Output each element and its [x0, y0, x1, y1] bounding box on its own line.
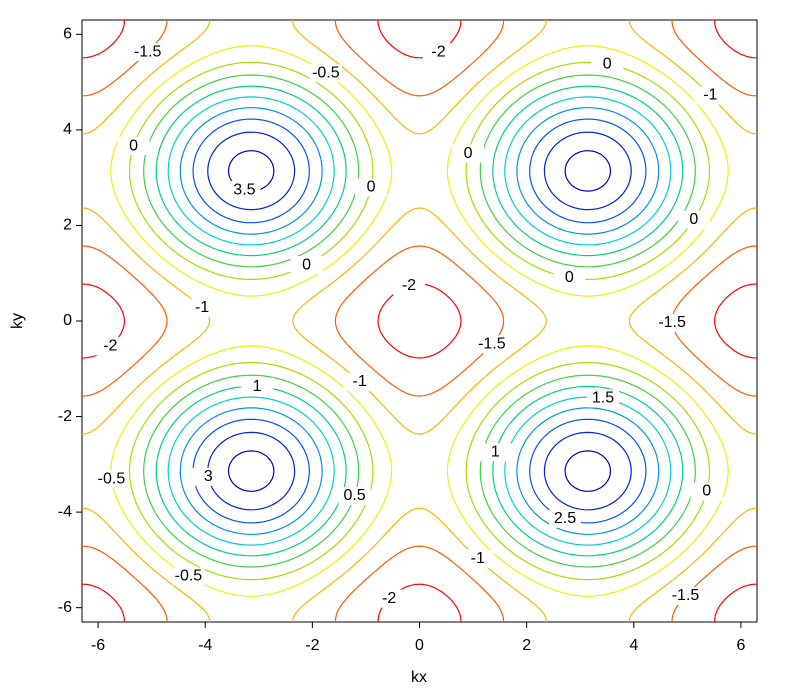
- contour-line: [192, 118, 647, 524]
- contour-line: [81, 19, 758, 623]
- plot-frame: [81, 19, 758, 623]
- contour-label: 0: [367, 179, 376, 196]
- contour-label-bg: [131, 43, 164, 62]
- contour-label-bg: [422, 43, 455, 62]
- contour-label-bg: [309, 64, 342, 83]
- contour-label: -0.5: [175, 568, 203, 585]
- contour-label: 0: [302, 256, 311, 273]
- y-tick-label: 6: [63, 26, 72, 43]
- y-tick-label: -2: [58, 408, 72, 425]
- contour-label-bg: [94, 337, 127, 356]
- contour-label: 1: [491, 444, 500, 461]
- contour-label-bg: [553, 268, 586, 287]
- contour-label-bg: [186, 298, 219, 317]
- contour-label-bg: [479, 443, 512, 462]
- contour-label: 0: [603, 55, 612, 72]
- contour-label: 2.5: [554, 510, 576, 527]
- y-tick-label: 4: [63, 121, 72, 138]
- contour-label: -1: [703, 87, 717, 104]
- contour-label-bg: [452, 144, 485, 163]
- contour-label-bg: [475, 335, 508, 354]
- contour-label-bg: [587, 389, 620, 408]
- contour-line: [207, 131, 632, 511]
- contour-label-bg: [549, 509, 582, 528]
- contour-labels: -2 -2 -2 -2 -1.5 -1.5 -1.5 -1.5 -1 -1 -1 -1 -0.5 -0.5…: [94, 43, 727, 608]
- contour-line: [81, 19, 758, 623]
- contour-label: -1.5: [134, 43, 162, 60]
- x-tick-label: 0: [415, 637, 424, 654]
- contour-label: 0: [129, 137, 138, 154]
- contour-label: -2: [402, 277, 416, 294]
- contour-label: -0.5: [312, 64, 340, 81]
- contour-line: [81, 19, 758, 623]
- contour-line: [128, 61, 711, 581]
- contour-lines: [81, 19, 758, 623]
- contour-label-bg: [690, 482, 723, 501]
- contour-label-bg: [95, 470, 128, 489]
- contour-label-bg: [373, 589, 406, 608]
- x-tick-label: -4: [198, 637, 212, 654]
- contour-label-bg: [192, 467, 225, 486]
- contour-line: [227, 150, 612, 492]
- x-tick-label: 6: [736, 637, 745, 654]
- x-tick-label: -6: [91, 637, 105, 654]
- contour-label-bg: [355, 178, 388, 197]
- contour-label-bg: [656, 313, 689, 332]
- contour-label-bg: [117, 137, 150, 156]
- contour-label: -1.5: [658, 314, 686, 331]
- contour-label-bg: [591, 55, 624, 74]
- contour-line: [167, 96, 672, 546]
- x-tick-label: 2: [522, 637, 531, 654]
- contour-label: -2: [382, 590, 396, 607]
- contour-label: 0: [689, 211, 698, 228]
- contour-label: 1: [253, 378, 262, 395]
- contour-label: -2: [431, 43, 445, 60]
- x-tick-label: 4: [629, 637, 638, 654]
- y-tick-label: -4: [58, 503, 72, 520]
- y-tick-label: 0: [63, 312, 72, 329]
- contour-label-bg: [694, 86, 727, 105]
- contour-label: 0.5: [343, 487, 365, 504]
- contour-label-bg: [677, 210, 710, 229]
- contour-label-bg: [461, 549, 494, 568]
- x-axis-label: kx: [411, 669, 427, 686]
- contour-label: -1.5: [478, 336, 506, 353]
- x-tick-label: -2: [305, 637, 319, 654]
- contour-line: [179, 107, 660, 535]
- contour-label-bg: [669, 586, 702, 605]
- contour-line: [110, 45, 729, 597]
- contour-label: -0.5: [98, 471, 126, 488]
- y-tick-label: -6: [58, 599, 72, 616]
- contour-label-bg: [228, 181, 261, 200]
- contour-label: 0: [565, 269, 574, 286]
- y-axis-label: ky: [9, 313, 26, 329]
- contour-label: 0: [464, 145, 473, 162]
- contour-label-bg: [241, 377, 274, 396]
- contour-label: -1: [195, 299, 209, 316]
- contour-label-bg: [290, 256, 323, 275]
- contour-label-bg: [172, 567, 205, 586]
- y-tick-label: 2: [63, 217, 72, 234]
- contour-label: 3.5: [233, 181, 255, 198]
- contour-label: 0: [702, 483, 711, 500]
- contour-label: -1: [352, 373, 366, 390]
- contour-label-bg: [343, 372, 376, 391]
- contour-label: 1.5: [592, 390, 614, 407]
- contour-line: [143, 74, 696, 568]
- contour-label-bg: [338, 486, 371, 505]
- contour-label: -2: [103, 338, 117, 355]
- contour-label-bg: [392, 276, 425, 295]
- contour-label: -1: [471, 550, 485, 567]
- contour-label: 3: [204, 468, 213, 485]
- contour-label: -1.5: [672, 587, 700, 604]
